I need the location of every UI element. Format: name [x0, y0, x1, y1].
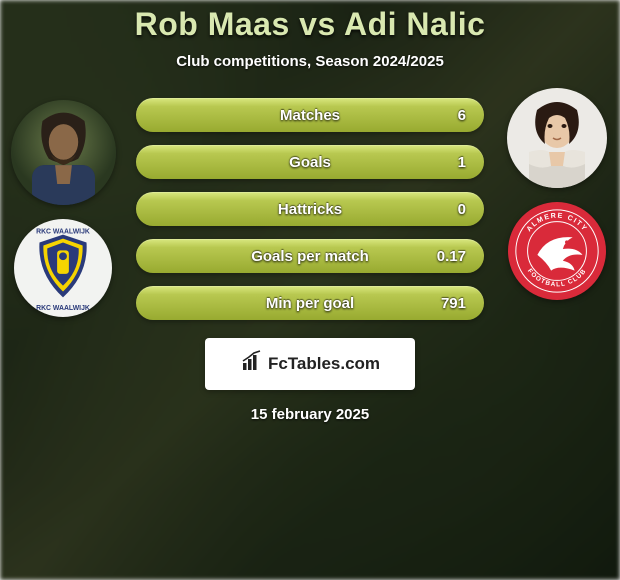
player-left-avatar [11, 100, 116, 205]
player-right-avatar [507, 88, 607, 188]
title-player-left: Rob Maas [135, 6, 290, 42]
stat-label: Hattricks [136, 201, 484, 218]
date-line: 15 february 2025 [0, 406, 620, 423]
stat-label: Matches [136, 107, 484, 124]
stat-row-goals: Goals 1 [136, 145, 484, 179]
subtitle: Club competitions, Season 2024/2025 [0, 53, 620, 70]
title-vs: vs [299, 6, 336, 42]
stat-value: 1 [458, 154, 466, 171]
brand-badge: FcTables.com [205, 338, 415, 390]
stat-label: Min per goal [136, 295, 484, 312]
stat-row-matches: Matches 6 [136, 98, 484, 132]
stat-value: 0.17 [437, 248, 466, 265]
stat-value: 6 [458, 107, 466, 124]
title-player-right: Adi Nalic [344, 6, 485, 42]
chart-icon [240, 350, 264, 379]
stat-label: Goals per match [136, 248, 484, 265]
stat-row-hattricks: Hattricks 0 [136, 192, 484, 226]
svg-text:RKC WAALWIJK: RKC WAALWIJK [36, 229, 90, 236]
page-title: Rob Maas vs Adi Nalic [0, 6, 620, 43]
stat-value: 791 [441, 295, 466, 312]
stat-row-goals-per-match: Goals per match 0.17 [136, 239, 484, 273]
club-right-badge: ALMERE CITY FOOTBALL CLUB [508, 202, 606, 300]
stats-list: Matches 6 Goals 1 Hattricks 0 Goals per … [118, 98, 502, 320]
brand-text: FcTables.com [268, 354, 380, 374]
stat-row-min-per-goal: Min per goal 791 [136, 286, 484, 320]
stat-value: 0 [458, 201, 466, 218]
stat-label: Goals [136, 154, 484, 171]
svg-text:RKC WAALWIJK: RKC WAALWIJK [36, 305, 90, 312]
club-left-badge: RKC WAALWIJK RKC WAALWIJK [14, 219, 112, 317]
